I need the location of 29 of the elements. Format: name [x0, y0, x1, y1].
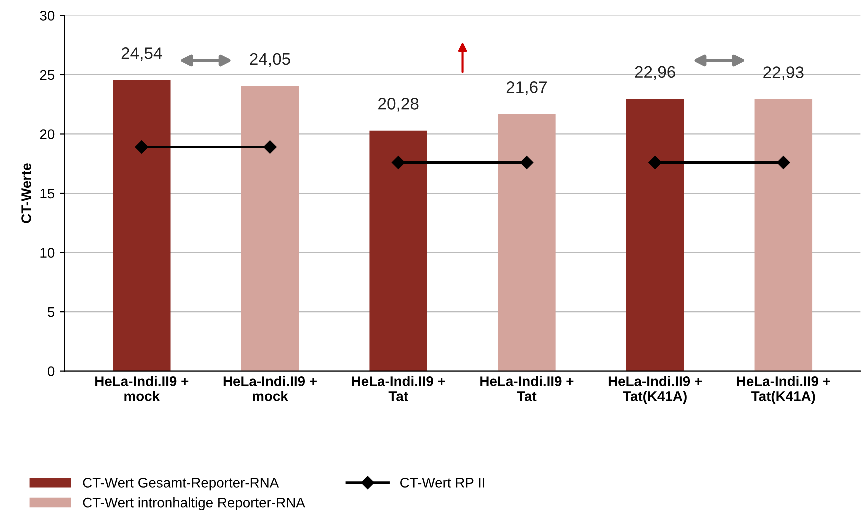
y-tick-label: 0: [48, 366, 55, 376]
data-label: 21,67: [506, 82, 547, 96]
y-tick-label: 5: [48, 308, 55, 318]
y-tick-label: 10: [40, 248, 55, 258]
y-tick-label: 30: [40, 11, 55, 21]
bar: [498, 114, 556, 372]
data-label: 20,28: [378, 98, 419, 112]
x-tick-label: HeLa-Indi.II9 + Tat: [352, 376, 446, 402]
legend-label: CT-Wert RP II: [400, 478, 484, 488]
bar: [370, 130, 428, 372]
bar: [241, 86, 300, 372]
bar: [754, 100, 813, 372]
data-label: 24,05: [250, 53, 290, 68]
y-tick-label: 20: [40, 130, 55, 140]
data-label: 22,96: [635, 66, 676, 80]
y-axis-title: CT-Werte: [22, 164, 32, 224]
x-tick-label: HeLa-Indi.II9 + Tat: [480, 376, 574, 402]
y-tick-label: 15: [40, 188, 55, 199]
x-tick-label: HeLa-Indi.II9 + Tat(K41A): [608, 376, 702, 404]
data-label: 22,93: [764, 66, 804, 80]
legend-label: CT-Wert Gesamt-Reporter-RNA: [83, 478, 280, 491]
bar: [626, 99, 684, 372]
y-tick-label: 25: [40, 70, 55, 80]
x-tick-label: HeLa-Indi.II9 + mock: [224, 376, 317, 402]
x-tick-label: HeLa-Indi.II9 + Tat(K41A): [737, 376, 830, 404]
data-label: 24,54: [122, 48, 162, 62]
x-tick-label: HeLa-Indi.II9 + mock: [96, 376, 189, 402]
bar: [113, 80, 171, 372]
legend-label: CT-Wert intronhaltige Reporter-RNA: [83, 498, 306, 510]
